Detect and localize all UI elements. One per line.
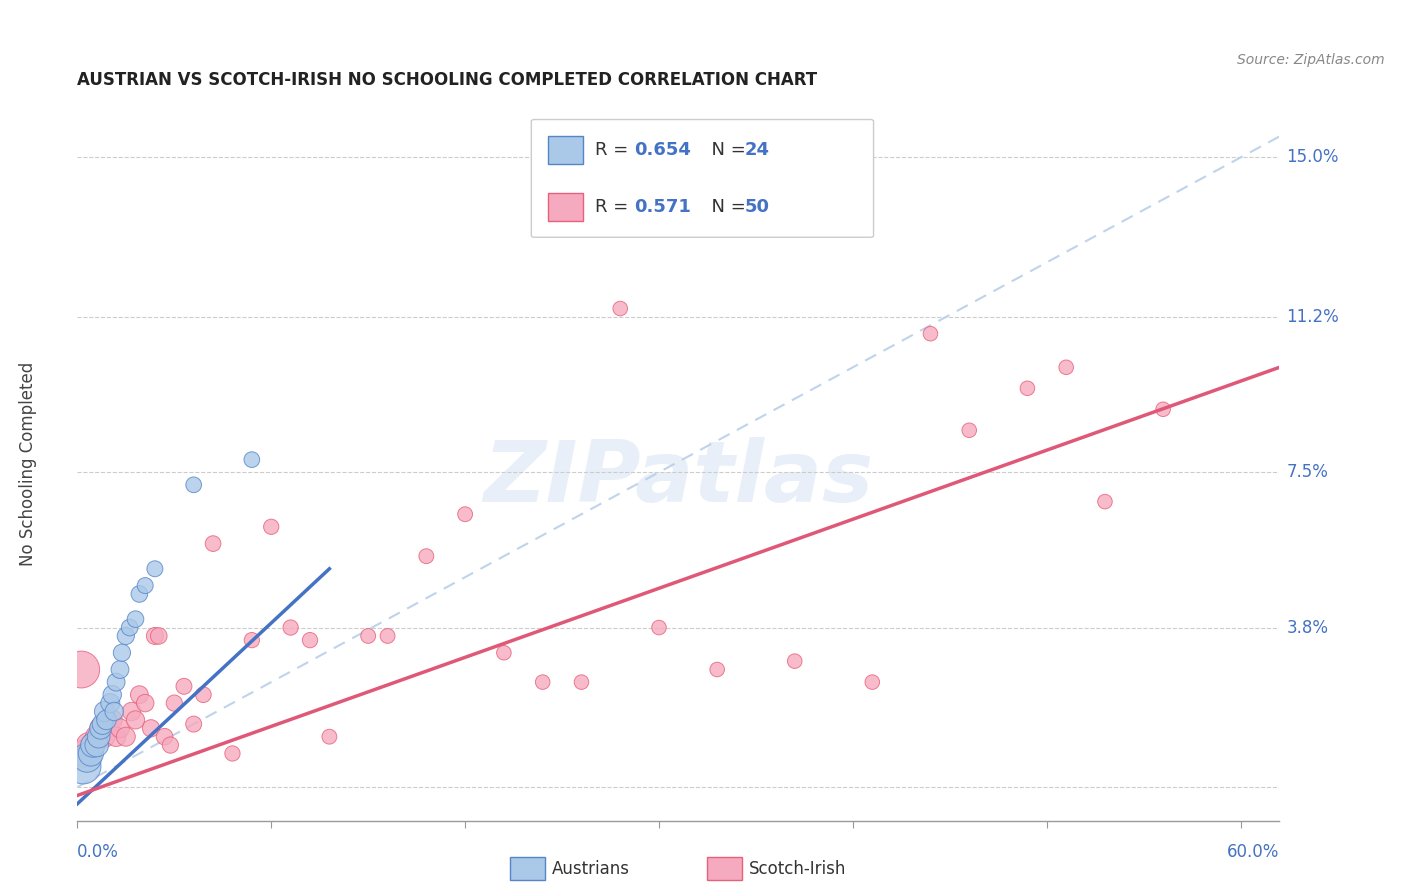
Point	[91, 717, 114, 731]
Point	[101, 688, 124, 702]
Text: R =: R =	[595, 198, 634, 216]
Text: 0.654: 0.654	[634, 141, 690, 159]
Text: 24: 24	[745, 141, 770, 159]
Point	[143, 629, 166, 643]
Point	[280, 621, 302, 635]
Point	[860, 675, 883, 690]
Point	[128, 688, 150, 702]
Point	[87, 730, 110, 744]
Text: 7.5%: 7.5%	[1286, 463, 1329, 482]
Point	[648, 621, 671, 635]
Text: ZIPatlas: ZIPatlas	[484, 436, 873, 520]
Point	[86, 730, 108, 744]
Text: 0.571: 0.571	[634, 198, 690, 216]
Point	[139, 721, 162, 735]
Point	[105, 730, 128, 744]
Point	[128, 587, 150, 601]
Point	[80, 747, 103, 761]
Point	[318, 730, 340, 744]
Point	[153, 730, 176, 744]
Point	[1017, 381, 1039, 395]
Point	[124, 713, 146, 727]
Point	[193, 688, 215, 702]
Point	[103, 705, 125, 719]
Text: 11.2%: 11.2%	[1286, 308, 1340, 326]
Point	[173, 679, 195, 693]
Point	[298, 633, 321, 648]
Point	[90, 721, 112, 735]
Point	[202, 536, 225, 550]
Text: N =: N =	[700, 141, 752, 159]
Point	[920, 326, 942, 341]
Point	[163, 696, 186, 710]
Text: Austrians: Austrians	[551, 860, 630, 878]
Point	[77, 738, 100, 752]
Point	[609, 301, 631, 316]
Point	[98, 696, 121, 710]
Text: 3.8%: 3.8%	[1286, 618, 1329, 637]
Point	[260, 520, 283, 534]
Point	[240, 452, 263, 467]
Point	[143, 562, 166, 576]
Point	[101, 713, 124, 727]
Point	[75, 747, 97, 761]
Text: Scotch-Irish: Scotch-Irish	[748, 860, 846, 878]
Point	[183, 717, 205, 731]
Text: 15.0%: 15.0%	[1286, 148, 1339, 167]
Point	[531, 675, 554, 690]
Point	[377, 629, 399, 643]
Point	[114, 629, 136, 643]
Point	[183, 478, 205, 492]
Point	[93, 705, 115, 719]
Text: 50: 50	[745, 198, 770, 216]
Point	[571, 675, 593, 690]
Point	[159, 738, 181, 752]
Point	[72, 759, 94, 773]
Point	[96, 713, 118, 727]
Point	[105, 675, 128, 690]
Text: N =: N =	[700, 198, 752, 216]
Text: No Schooling Completed: No Schooling Completed	[20, 362, 37, 566]
Point	[240, 633, 263, 648]
Point	[454, 507, 477, 521]
Point	[114, 730, 136, 744]
Point	[108, 721, 131, 735]
Point	[148, 629, 170, 643]
Point	[86, 738, 108, 752]
Point	[221, 747, 243, 761]
Point	[357, 629, 380, 643]
Text: AUSTRIAN VS SCOTCH-IRISH NO SCHOOLING COMPLETED CORRELATION CHART: AUSTRIAN VS SCOTCH-IRISH NO SCHOOLING CO…	[77, 71, 817, 89]
Point	[706, 663, 728, 677]
Point	[111, 646, 134, 660]
Point	[82, 738, 104, 752]
Point	[134, 578, 156, 592]
Point	[76, 750, 98, 764]
Point	[82, 738, 104, 752]
Text: R =: R =	[595, 141, 634, 159]
Point	[90, 721, 112, 735]
Text: 60.0%: 60.0%	[1227, 843, 1279, 861]
Point	[415, 549, 437, 564]
Point	[957, 423, 980, 437]
Text: Source: ZipAtlas.com: Source: ZipAtlas.com	[1237, 53, 1385, 67]
Point	[1054, 360, 1077, 375]
Text: 0.0%: 0.0%	[77, 843, 120, 861]
Point	[783, 654, 806, 668]
Point	[118, 621, 141, 635]
Point	[1094, 494, 1116, 508]
Point	[124, 612, 146, 626]
Point	[1152, 402, 1174, 417]
Point	[70, 663, 93, 677]
Point	[121, 705, 143, 719]
Point	[97, 717, 120, 731]
Point	[492, 646, 515, 660]
Point	[134, 696, 156, 710]
Point	[108, 663, 131, 677]
Point	[93, 730, 115, 744]
